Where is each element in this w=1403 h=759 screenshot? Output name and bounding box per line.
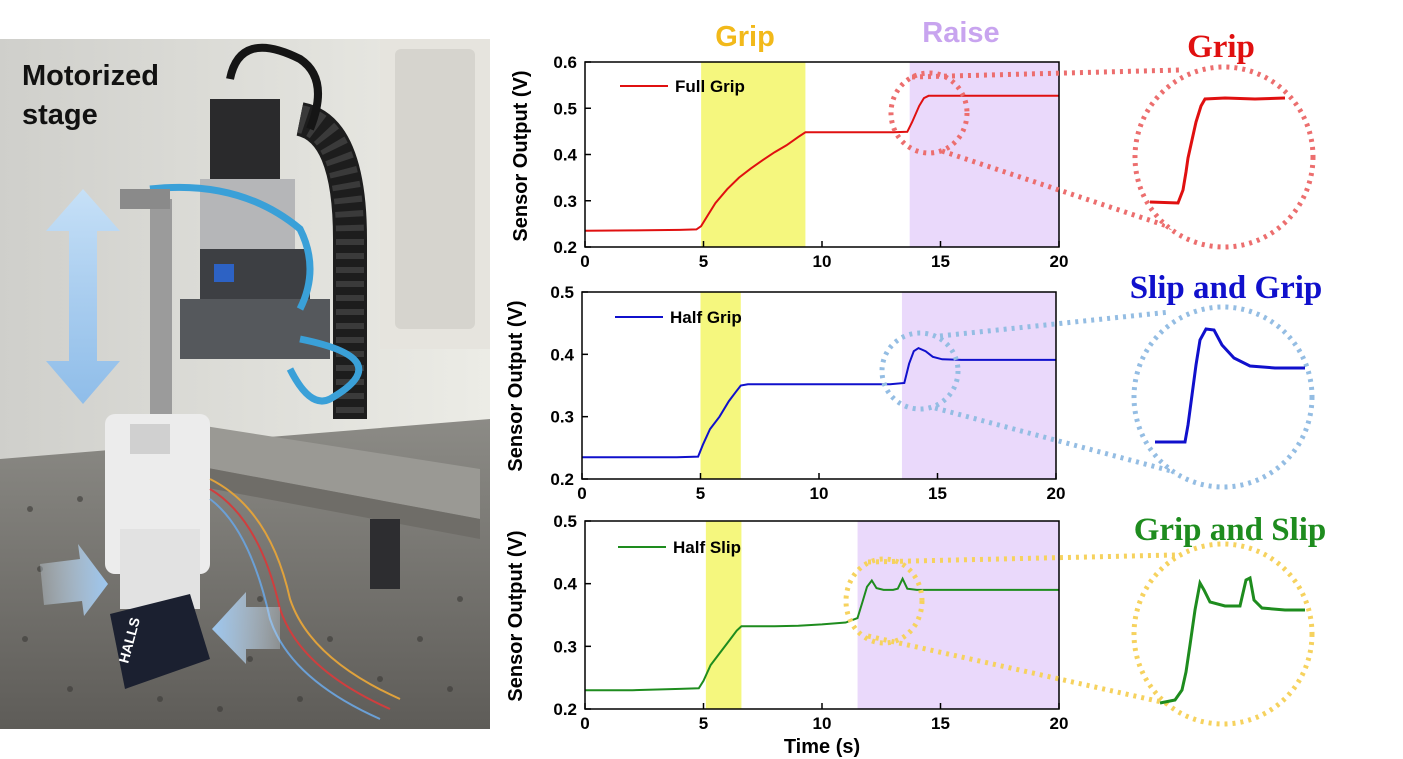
zoom-inset-slip-and-grip: Slip and Grip bbox=[879, 270, 1323, 490]
x-tick-label: 20 bbox=[1050, 252, 1069, 271]
zoom-trace-full-grip bbox=[1149, 96, 1286, 205]
grip-phase-band bbox=[700, 292, 741, 479]
legend-label-full-grip: Full Grip bbox=[675, 77, 745, 96]
zoom-trace-half-slip bbox=[1159, 575, 1305, 705]
x-tick-label: 5 bbox=[696, 484, 705, 503]
zoom-connector-bottom bbox=[934, 405, 1176, 475]
y-tick-label: 0.4 bbox=[553, 575, 577, 594]
grip-phase-band bbox=[705, 521, 742, 709]
x-tick-label: 15 bbox=[931, 714, 950, 733]
y-tick-label: 0.5 bbox=[550, 283, 574, 302]
x-tick-label: 0 bbox=[577, 484, 586, 503]
zoom-source-circle bbox=[888, 70, 970, 156]
x-tick-label: 10 bbox=[813, 252, 832, 271]
y-tick-label: 0.5 bbox=[553, 99, 577, 118]
legend-label-half-grip: Half Grip bbox=[670, 308, 742, 327]
raise-phase-label: Raise bbox=[922, 17, 999, 49]
zoom-title-grip-and-slip: Grip and Slip bbox=[1134, 512, 1327, 548]
zoom-source-circle bbox=[879, 330, 961, 412]
y-tick-label: 0.3 bbox=[550, 408, 574, 427]
zoom-title-grip: Grip bbox=[1187, 29, 1255, 65]
photo-label-line1: Motorized bbox=[22, 60, 159, 92]
zoom-circle bbox=[1131, 541, 1315, 727]
grip-phase-label: Grip bbox=[715, 21, 775, 53]
zoom-connector-top bbox=[867, 552, 1176, 565]
x-axis-title: Time (s) bbox=[784, 736, 860, 758]
x-tick-label: 0 bbox=[580, 252, 589, 271]
chart-panel-half-slip: 0 5 10 15 20 0.2 0.3 0.4 0.5 Half Slip bbox=[553, 512, 1068, 733]
y-tick-label: 0.3 bbox=[553, 637, 577, 656]
raise-phase-band bbox=[857, 521, 1059, 709]
x-tick-label: 5 bbox=[699, 252, 708, 271]
y-axis-title-top: Sensor Output (V) bbox=[510, 70, 532, 241]
series-line-full-grip bbox=[584, 94, 1059, 232]
raise-phase-band bbox=[909, 62, 1059, 247]
x-tick-label: 20 bbox=[1050, 714, 1069, 733]
legend: Full Grip bbox=[620, 77, 745, 96]
push-right-arrow-icon bbox=[40, 544, 108, 616]
legend-label-half-slip: Half Slip bbox=[673, 538, 741, 557]
photo-label-line2: stage bbox=[22, 99, 98, 131]
x-tick-label: 0 bbox=[580, 714, 589, 733]
y-tick-label: 0.5 bbox=[553, 512, 577, 531]
zoom-circle bbox=[1132, 64, 1316, 250]
y-axis-title-middle: Sensor Output (V) bbox=[505, 300, 527, 471]
zoom-connector-top bbox=[939, 309, 1171, 339]
x-tick-label: 15 bbox=[928, 484, 947, 503]
series-line-half-slip bbox=[585, 576, 1059, 692]
y-tick-label: 0.2 bbox=[553, 238, 577, 257]
up-down-arrow-icon bbox=[46, 189, 120, 404]
push-left-arrow-icon bbox=[212, 592, 280, 664]
x-tick-label: 10 bbox=[810, 484, 829, 503]
zoom-title-slip-and-grip: Slip and Grip bbox=[1130, 270, 1323, 306]
x-tick-label: 20 bbox=[1047, 484, 1066, 503]
legend: Half Grip bbox=[615, 308, 742, 327]
x-tick-label: 15 bbox=[931, 252, 950, 271]
zoom-inset-grip: Grip bbox=[888, 29, 1316, 250]
y-tick-label: 0.2 bbox=[553, 700, 577, 719]
zoom-circle bbox=[1131, 304, 1315, 490]
legend: Half Slip bbox=[618, 538, 741, 557]
chart-panel-full-grip: 0 5 10 15 20 0.2 0.3 0.4 0.5 0.6 Full Grip bbox=[553, 53, 1068, 271]
chart-panel-half-grip: 0 5 10 15 20 0.2 0.3 0.4 0.5 Half Grip bbox=[550, 283, 1065, 503]
x-tick-label: 5 bbox=[699, 714, 708, 733]
y-tick-label: 0.4 bbox=[550, 345, 574, 364]
y-tick-label: 0.3 bbox=[553, 192, 577, 211]
y-tick-label: 0.6 bbox=[553, 53, 577, 72]
raise-phase-band bbox=[901, 292, 1056, 479]
zoom-trace-half-grip bbox=[1155, 327, 1305, 444]
y-tick-label: 0.2 bbox=[550, 470, 574, 489]
motorized-stage-photo: HALLS Motorized stage bbox=[0, 39, 490, 729]
y-tick-label: 0.4 bbox=[553, 146, 577, 165]
y-axis-title-bottom: Sensor Output (V) bbox=[505, 530, 527, 701]
grip-phase-band bbox=[701, 62, 806, 247]
zoom-source-circle bbox=[843, 556, 925, 646]
x-tick-label: 10 bbox=[813, 714, 832, 733]
series-line-half-grip bbox=[582, 346, 1056, 459]
zoom-connector-bottom bbox=[941, 148, 1186, 235]
zoom-inset-grip-and-slip: Grip and Slip bbox=[843, 512, 1327, 727]
